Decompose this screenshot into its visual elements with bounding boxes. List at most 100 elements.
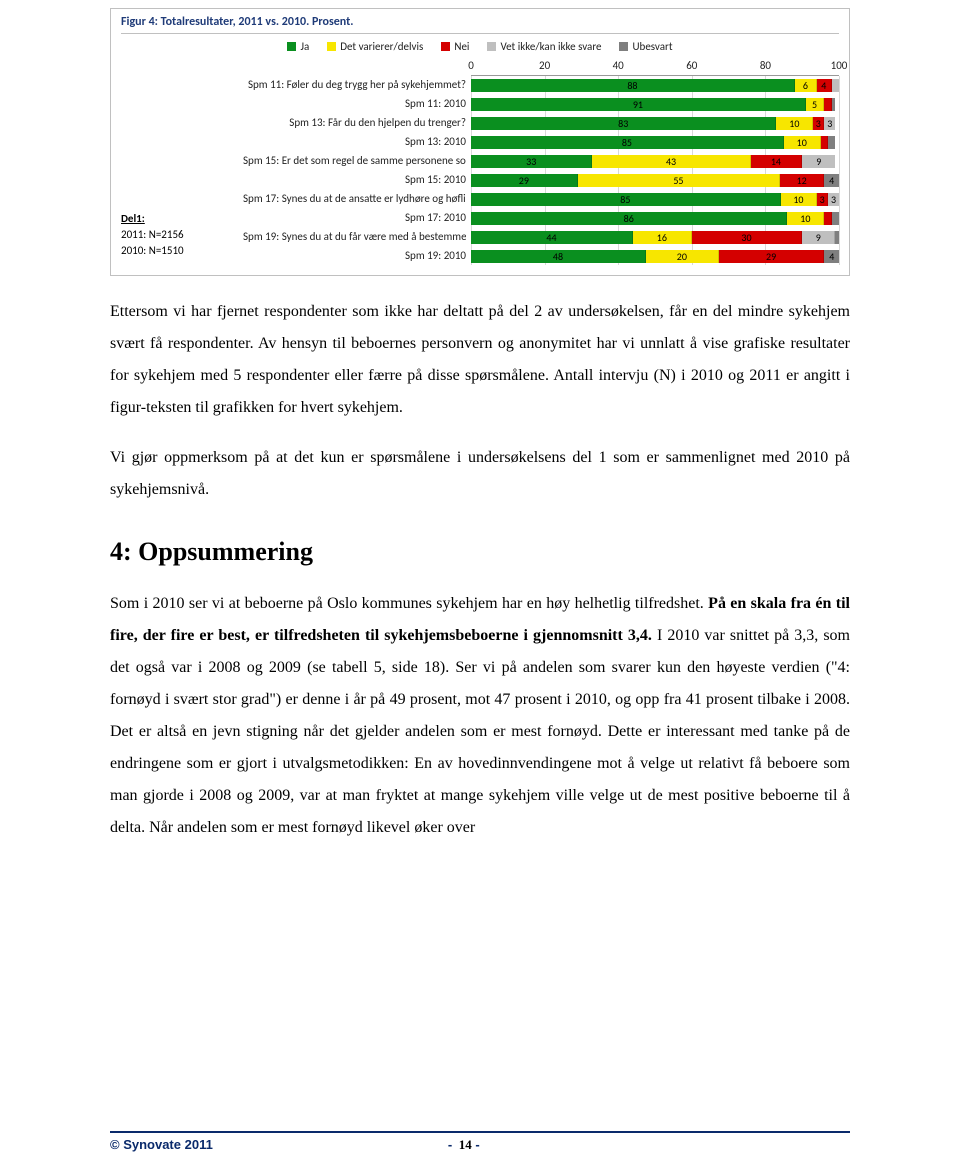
bar-segment: 3 [813, 117, 824, 130]
legend-label: Ubesvart [632, 40, 672, 53]
bar-row: 851033 [471, 190, 839, 209]
chart-n-info: Del1: 2011: N=2156 2010: N=1510 [121, 211, 243, 259]
bar-segment: 4 [824, 174, 839, 187]
page-number: 14 [459, 1137, 472, 1152]
bar-segment: 3 [828, 193, 839, 206]
legend-swatch [287, 42, 296, 51]
bar-row: 4820294 [471, 247, 839, 266]
bars-area: 8864915831033851033431492955124851033861… [471, 75, 839, 265]
bar-track: 4416309 [471, 231, 839, 244]
bar-row: 8864 [471, 76, 839, 95]
bar-segment [835, 231, 839, 244]
bar-row: 4416309 [471, 228, 839, 247]
bar-track: 8610 [471, 212, 839, 225]
bar-segment: 10 [776, 117, 813, 130]
bar-segment: 16 [633, 231, 692, 244]
legend-label: Ja [300, 40, 309, 53]
bar-segment: 12 [780, 174, 824, 187]
chart-title: Figur 4: Totalresultater, 2011 vs. 2010.… [121, 15, 839, 34]
bar-segment: 83 [471, 117, 776, 130]
bar-segment: 4 [824, 250, 839, 263]
para3-rest: I 2010 var snittet på 3,3, som det også … [110, 627, 850, 836]
bar-segment: 14 [751, 155, 803, 168]
figure-4-chart: Figur 4: Totalresultater, 2011 vs. 2010.… [110, 8, 850, 276]
x-axis: 020406080100 [471, 59, 839, 75]
footer-copyright: © Synovate 2011 [110, 1137, 213, 1153]
footer-page: - 14 - [448, 1137, 480, 1153]
x-tick: 80 [760, 59, 771, 72]
bar-segment: 44 [471, 231, 633, 244]
row-label: Spm 19: Synes du at du får være med å be… [243, 227, 466, 246]
bar-segment: 29 [471, 174, 578, 187]
bar-segment: 29 [719, 250, 825, 263]
bar-segment: 9 [802, 155, 835, 168]
bar-segment: 3 [824, 117, 835, 130]
bar-track: 4820294 [471, 250, 839, 263]
n-heading: Del1: [121, 211, 243, 227]
bar-segment [828, 136, 835, 149]
x-tick: 0 [468, 59, 474, 72]
grid-line [839, 76, 840, 265]
row-label: Spm 19: 2010 [243, 246, 466, 265]
row-label: Spm 17: 2010 [243, 208, 466, 227]
bar-segment: 10 [784, 136, 821, 149]
row-label: Spm 17: Synes du at de ansatte er lydhør… [243, 189, 466, 208]
legend-item: Ubesvart [619, 40, 672, 53]
legend-item: Vet ikke/kan ikke svare [487, 40, 601, 53]
bar-segment: 91 [471, 98, 806, 111]
para3-lead: Som i 2010 ser vi at beboerne på Oslo ko… [110, 595, 708, 612]
bar-segment: 10 [781, 193, 817, 206]
bar-segment: 86 [471, 212, 787, 225]
legend-swatch [441, 42, 450, 51]
legend-swatch [327, 42, 336, 51]
n-2010: 2010: N=1510 [121, 243, 243, 259]
legend-label: Det varierer/delvis [340, 40, 423, 53]
bar-track: 2955124 [471, 174, 839, 187]
x-tick: 60 [686, 59, 697, 72]
row-label: Spm 13: Får du den hjelpen du trenger? [243, 113, 466, 132]
legend-item: Ja [287, 40, 309, 53]
bar-row: 8610 [471, 209, 839, 228]
footer-rule [110, 1131, 850, 1133]
x-tick: 100 [831, 59, 848, 72]
section-heading: 4: Oppsummering [110, 526, 850, 578]
bar-track: 831033 [471, 117, 839, 130]
chart-plot-area: 020406080100 886491583103385103343149295… [471, 59, 839, 265]
bar-segment: 33 [471, 155, 592, 168]
row-label: Spm 11: 2010 [243, 94, 466, 113]
bar-segment [832, 98, 836, 111]
bar-track: 3343149 [471, 155, 839, 168]
bar-row: 915 [471, 95, 839, 114]
page-footer: © Synovate 2011 - 14 - [0, 1131, 960, 1153]
body-text: Ettersom vi har fjernet respondenter som… [110, 296, 850, 844]
legend-swatch [487, 42, 496, 51]
bar-segment [832, 79, 839, 92]
bar-row: 2955124 [471, 171, 839, 190]
x-tick: 20 [539, 59, 550, 72]
x-tick: 40 [613, 59, 624, 72]
bar-segment: 30 [692, 231, 802, 244]
bar-segment: 6 [795, 79, 817, 92]
paragraph-3: Som i 2010 ser vi at beboerne på Oslo ko… [110, 588, 850, 844]
bar-row: 8510 [471, 133, 839, 152]
bar-row: 3343149 [471, 152, 839, 171]
bar-row: 831033 [471, 114, 839, 133]
bar-track: 8864 [471, 79, 839, 92]
row-label: Spm 15: 2010 [243, 170, 466, 189]
bar-segment: 3 [817, 193, 828, 206]
bar-segment: 55 [578, 174, 780, 187]
bar-segment: 5 [806, 98, 824, 111]
bar-segment: 88 [471, 79, 795, 92]
row-label: Spm 13: 2010 [243, 132, 466, 151]
bar-track: 8510 [471, 136, 839, 149]
row-label: Spm 15: Er det som regel de samme person… [243, 151, 466, 170]
bar-segment [821, 136, 828, 149]
bar-track: 851033 [471, 193, 839, 206]
paragraph-2: Vi gjør oppmerksom på at det kun er spør… [110, 442, 850, 506]
bar-segment: 48 [471, 250, 646, 263]
legend-swatch [619, 42, 628, 51]
bar-segment: 20 [646, 250, 719, 263]
bar-segment: 43 [592, 155, 750, 168]
bar-segment: 10 [787, 212, 824, 225]
bar-segment: 85 [471, 193, 781, 206]
